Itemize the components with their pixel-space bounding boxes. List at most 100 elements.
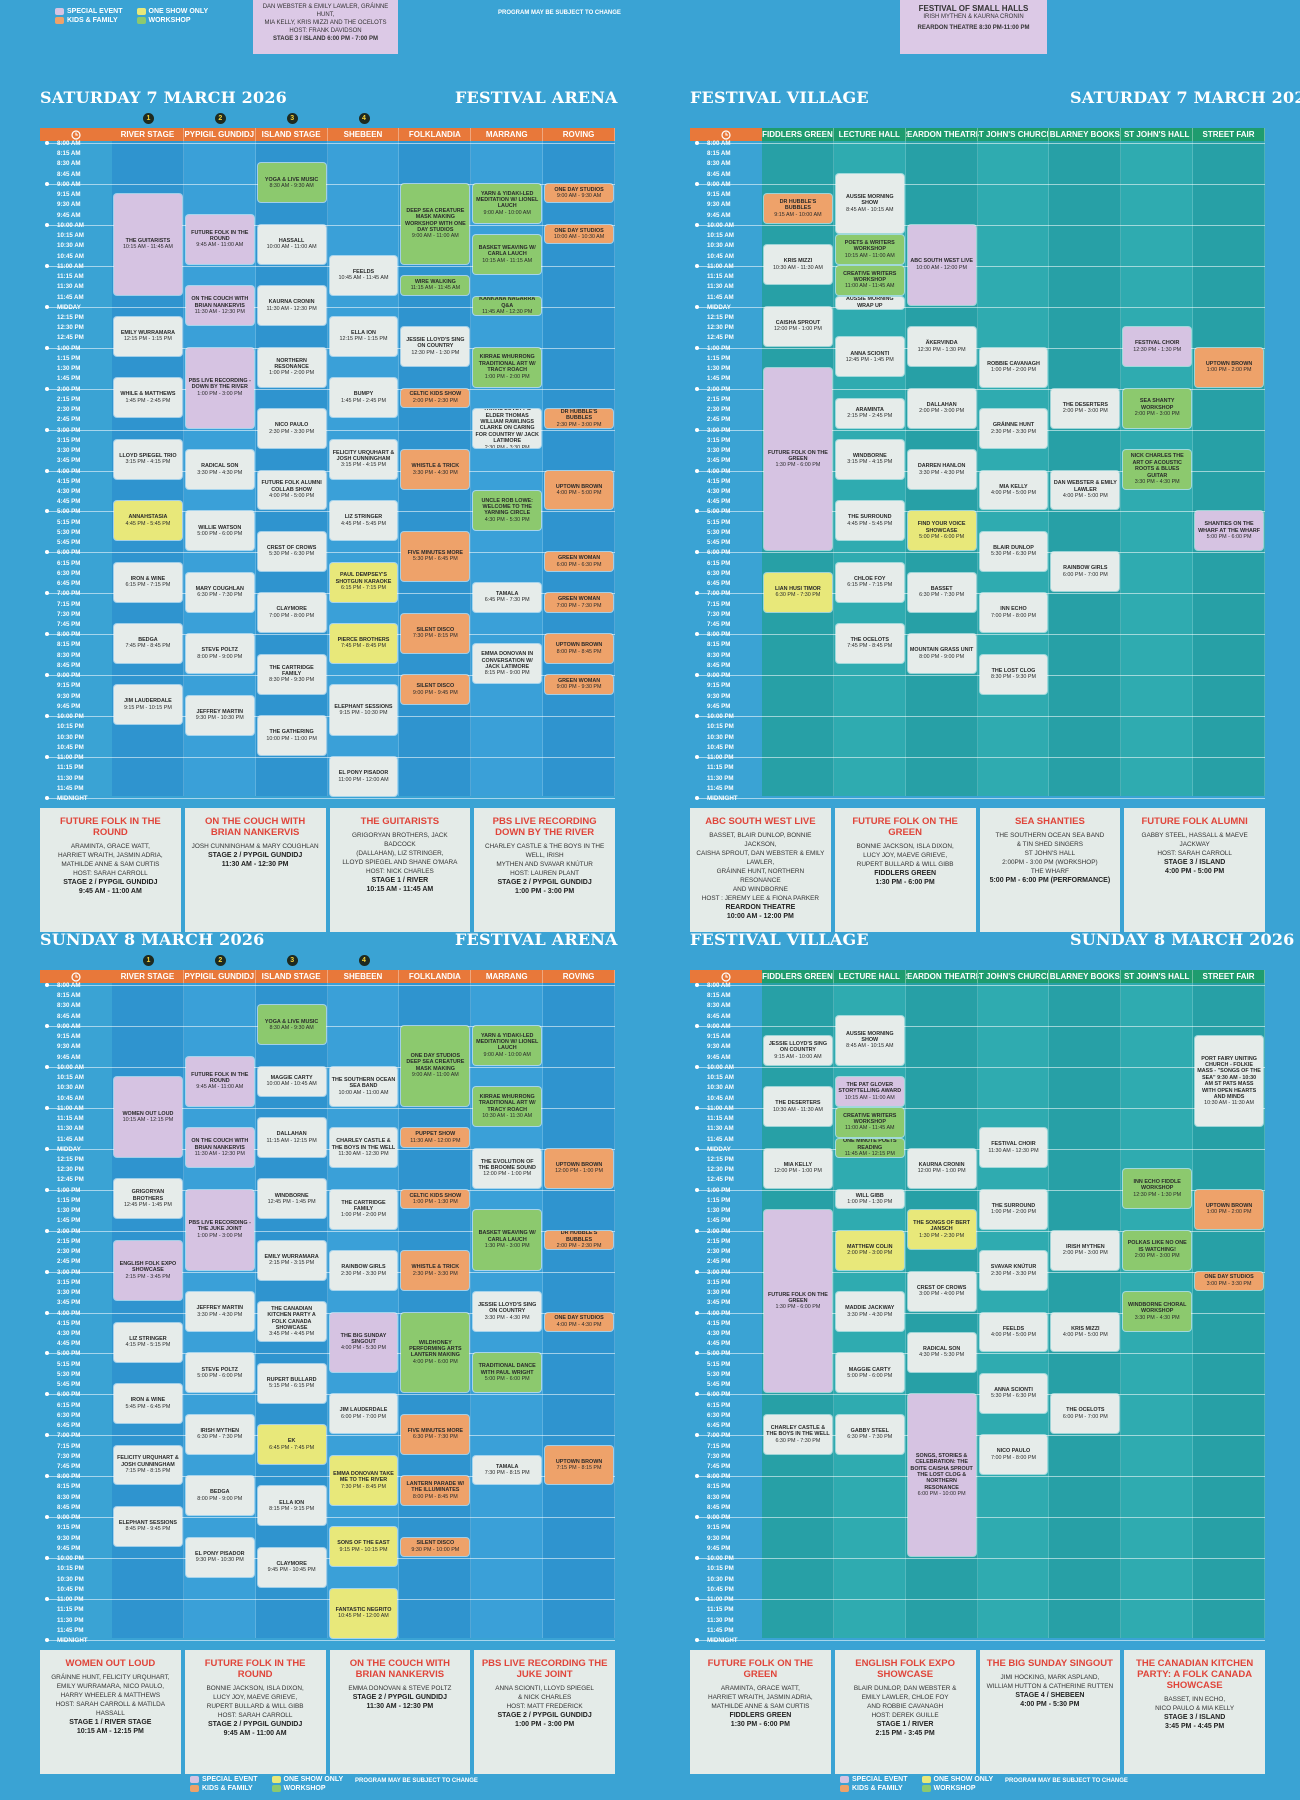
event-block[interactable]: NICO PAULO 2:30 PM - 3:30 PM xyxy=(257,409,326,449)
event-block[interactable]: UPTOWN BROWN 1:00 PM - 2:00 PM xyxy=(1195,347,1263,387)
event-block[interactable]: THE CARTRIDGE FAMILY 8:30 PM - 9:30 PM xyxy=(257,654,326,694)
event-block[interactable]: FUTURE FOLK IN THE ROUND 9:45 AM - 11:00 … xyxy=(185,1056,254,1106)
event-block[interactable]: DALLAHAN 11:15 AM - 12:15 PM xyxy=(257,1118,326,1157)
event-block[interactable]: SILENT DISCO 9:00 PM - 9:45 PM xyxy=(401,675,470,704)
event-block[interactable]: NICK CHARLES THE ART OF ACOUSTIC ROOTS &… xyxy=(1123,450,1192,489)
event-block[interactable]: THE BIG SUNDAY SINGOUT 4:00 PM - 5:30 PM xyxy=(329,1312,398,1372)
event-block[interactable]: THE DESERTERS 2:00 PM - 3:00 PM xyxy=(1051,388,1120,428)
event-block[interactable]: FELICITY URQUHART & JOSH CUNNINGHAM 3:15 … xyxy=(329,439,398,479)
event-block[interactable]: MOUNTAIN GRASS UNIT 8:00 PM - 9:00 PM xyxy=(907,634,976,674)
event-block[interactable]: ELLA ION 12:15 PM - 1:15 PM xyxy=(329,316,398,356)
event-block[interactable]: ON THE COUCH WITH BRIAN NANKERVIS 11:30 A… xyxy=(185,286,254,326)
event-block[interactable]: THE CARTRIDGE FAMILY 1:00 PM - 2:00 PM xyxy=(329,1189,398,1229)
event-block[interactable]: IRISH MYTHEN 6:30 PM - 7:30 PM xyxy=(185,1414,254,1454)
event-block[interactable]: UPTOWN BROWN 8:00 PM - 8:45 PM xyxy=(545,634,613,663)
event-block[interactable]: WILDHONEY PERFORMING ARTS LANTERN MAKING… xyxy=(401,1312,470,1393)
event-block[interactable]: GRÁINNE HUNT 2:30 PM - 3:30 PM xyxy=(979,409,1048,449)
event-block[interactable]: THE PAT GLOVER STORYTELLING AWARD 10:15 A… xyxy=(835,1077,904,1106)
event-block[interactable]: IRON & WINE 6:15 PM - 7:15 PM xyxy=(114,562,182,602)
event-block[interactable]: SILENT DISCO 9:30 PM - 10:00 PM xyxy=(401,1537,470,1557)
event-block[interactable]: FELICITY URQUHART & JOSH CUNNINGHAM 7:15 … xyxy=(114,1445,182,1485)
event-block[interactable]: GREEN WOMAN 6:00 PM - 6:30 PM xyxy=(545,552,613,571)
event-block[interactable]: BASKET WEAVING W/ CARLA LAUCH 1:30 PM - 3… xyxy=(473,1210,542,1270)
event-block[interactable]: AUSSIE MORNING WRAP UP xyxy=(835,296,904,309)
event-block[interactable]: POETS & WRITERS WORKSHOP 10:15 AM - 11:00… xyxy=(835,235,904,264)
event-block[interactable]: ELLA ION 8:15 PM - 9:15 PM xyxy=(257,1486,326,1526)
event-block[interactable]: PAUL DEMPSEY'S SHOTGUN KARAOKE 6:15 PM - … xyxy=(329,562,398,602)
event-block[interactable]: CREATIVE WRITERS WORKSHOP 11:00 AM - 11:4… xyxy=(835,265,904,295)
event-block[interactable]: YARN & YIDAKI-LED MEDITATION W/ LIONEL L… xyxy=(473,183,542,223)
event-block[interactable]: GRIGORYAN BROTHERS 12:45 PM - 1:45 PM xyxy=(114,1179,182,1219)
event-block[interactable]: AUSSIE MORNING SHOW 8:45 AM - 10:15 AM xyxy=(835,173,904,234)
event-block[interactable]: MIA KELLY 12:00 PM - 1:00 PM xyxy=(764,1148,832,1188)
event-block[interactable]: BASSET 6:30 PM - 7:30 PM xyxy=(907,572,976,612)
event-block[interactable]: DAN WEBSTER & EMILY LAWLER 4:00 PM - 5:00… xyxy=(1051,470,1120,510)
event-block[interactable]: JESSIE LLOYD'S SING ON COUNTRY 9:15 AM - … xyxy=(764,1036,832,1065)
event-block[interactable]: POLKAS LIKE NO ONE IS WATCHING! 2:00 PM -… xyxy=(1123,1230,1192,1270)
event-block[interactable]: JEFFREY MARTIN 3:30 PM - 4:30 PM xyxy=(185,1292,254,1331)
event-block[interactable]: THE SONGS OF BERT JANSCH 1:30 PM - 2:30 P… xyxy=(907,1210,976,1250)
event-block[interactable]: FEELDS 10:45 AM - 11:45 AM xyxy=(329,255,398,295)
event-block[interactable]: SILENT DISCO 7:30 PM - 8:15 PM xyxy=(401,613,470,653)
event-block[interactable]: WIRE WALKING 11:15 AM - 11:45 AM xyxy=(401,276,470,295)
event-block[interactable]: THE GUITARISTS 10:15 AM - 11:45 AM xyxy=(114,194,182,295)
event-block[interactable]: STEVE POLTZ 8:00 PM - 9:00 PM xyxy=(185,634,254,674)
event-block[interactable]: SHANTIES ON THE WHARF AT THE WHARF 5:00 P… xyxy=(1195,511,1263,551)
event-block[interactable]: ONE DAY STUDIOS DEEP SEA CREATURE MASK M… xyxy=(401,1025,470,1106)
event-block[interactable]: WHISTLE & TRICK 2:30 PM - 3:30 PM xyxy=(401,1251,470,1291)
event-block[interactable]: BEDGA 8:00 PM - 9:00 PM xyxy=(185,1476,254,1516)
event-block[interactable]: KANKANA NAGARRA Q&A 11:45 AM - 12:30 PM xyxy=(473,296,542,315)
event-block[interactable]: ANNA SCIONTI 12:45 PM - 1:45 PM xyxy=(835,337,904,377)
event-block[interactable]: FIVE MINUTES MORE 6:30 PM - 7:30 PM xyxy=(401,1414,470,1454)
event-block[interactable]: ELEPHANT SESSIONS 9:15 PM - 10:30 PM xyxy=(329,685,398,735)
event-block[interactable]: RADICAL SON 4:30 PM - 5:30 PM xyxy=(907,1332,976,1372)
event-block[interactable]: MATTHEW COLIN 2:00 PM - 3:00 PM xyxy=(835,1230,904,1270)
event-block[interactable]: LANTERN PARADE W/ THE ILLUMINATES 8:00 PM… xyxy=(401,1476,470,1505)
event-block[interactable]: GREEN WOMAN 9:00 PM - 9:30 PM xyxy=(545,675,613,694)
event-block[interactable]: MARY COUGHLAN 6:30 PM - 7:30 PM xyxy=(185,572,254,612)
event-block[interactable]: FESTIVAL CHOIR 11:30 AM - 12:30 PM xyxy=(979,1128,1048,1168)
event-block[interactable]: ROBBIE CAVANAGH 1:00 PM - 2:00 PM xyxy=(979,347,1048,387)
event-block[interactable]: YOGA & LIVE MUSIC 8:30 AM - 9:30 AM xyxy=(257,1005,326,1045)
event-block[interactable]: FEELDS 4:00 PM - 5:00 PM xyxy=(979,1312,1048,1352)
event-block[interactable]: DR HUBBLE'S BUBBLES 2:30 PM - 3:00 PM xyxy=(545,409,613,428)
event-block[interactable]: FUTURE FOLK ALUMNI COLLAB SHOW 4:00 PM - … xyxy=(257,470,326,510)
event-block[interactable]: YARN & YIDAKI-LED MEDITATION W/ LIONEL L… xyxy=(473,1025,542,1065)
event-block[interactable]: CELTIC KIDS SHOW 2:00 PM - 2:30 PM xyxy=(401,388,470,408)
event-block[interactable]: CHARLEY CASTLE & THE BOYS IN THE WELL 11:… xyxy=(329,1128,398,1168)
event-block[interactable]: KRIS MIZZI 10:30 AM - 11:30 AM xyxy=(764,245,832,285)
event-block[interactable]: ONE DAY STUDIOS 4:00 PM - 4:30 PM xyxy=(545,1312,613,1331)
event-block[interactable]: BLAIR DUNLOP 5:30 PM - 6:30 PM xyxy=(979,531,1048,571)
event-block[interactable]: UPTOWN BROWN 4:00 PM - 5:00 PM xyxy=(545,470,613,510)
event-block[interactable]: JEFFREY MARTIN 9:30 PM - 10:30 PM xyxy=(185,695,254,735)
event-block[interactable]: ANNA SCIONTI 5:30 PM - 6:30 PM xyxy=(979,1373,1048,1413)
event-block[interactable]: FIVE MINUTES MORE 5:30 PM - 6:45 PM xyxy=(401,531,470,582)
event-block[interactable]: ÄKERVINDA 12:30 PM - 1:30 PM xyxy=(907,327,976,367)
event-block[interactable]: NICO PAULO 7:00 PM - 8:00 PM xyxy=(979,1435,1048,1475)
event-block[interactable]: TAMALA 7:30 PM - 8:15 PM xyxy=(473,1455,542,1485)
event-block[interactable]: KRIS MIZZI 4:00 PM - 5:00 PM xyxy=(1051,1312,1120,1352)
event-block[interactable]: JESSIE LLOYD'S SING ON COUNTRY 3:30 PM - … xyxy=(473,1292,542,1331)
event-block[interactable]: CLAYMORE 9:45 PM - 10:45 PM xyxy=(257,1547,326,1587)
event-block[interactable]: FUTURE FOLK ON THE GREEN 1:30 PM - 6:00 P… xyxy=(764,1210,832,1393)
event-block[interactable]: FIND YOUR VOICE SHOWCASE 5:00 PM - 6:00 P… xyxy=(907,511,976,551)
event-block[interactable]: HASSALL 10:00 AM - 11:00 AM xyxy=(257,224,326,264)
event-block[interactable]: FANTASTIC NEGRITO 10:45 PM - 12:00 AM xyxy=(329,1588,398,1638)
event-block[interactable]: RAINBOW GIRLS 6:00 PM - 7:00 PM xyxy=(1051,552,1120,592)
event-block[interactable]: TRADITIONAL DANCE WITH PAUL WRIGHT 5:00 P… xyxy=(473,1353,542,1393)
event-block[interactable]: THE OCELOTS 7:45 PM - 8:45 PM xyxy=(835,624,904,663)
event-block[interactable]: KIRRAE WHURRONG TRADITIONAL ART W/ TRACY… xyxy=(473,347,542,387)
event-block[interactable]: INN ECHO FIDDLE WORKSHOP 12:30 PM - 1:30 … xyxy=(1123,1169,1192,1209)
event-block[interactable]: KAURNA CRONIN 11:30 AM - 12:30 PM xyxy=(257,286,326,326)
event-block[interactable]: EL PONY PISADOR 11:00 PM - 12:00 AM xyxy=(329,757,398,796)
event-block[interactable]: UPTOWN BROWN 7:15 PM - 8:15 PM xyxy=(545,1445,613,1485)
event-block[interactable]: LIAN HUSI TIMOR 6:30 PM - 7:30 PM xyxy=(764,572,832,612)
event-block[interactable]: BEDGA 7:45 PM - 8:45 PM xyxy=(114,624,182,663)
event-block[interactable]: EL PONY PISADOR 9:30 PM - 10:30 PM xyxy=(185,1537,254,1577)
event-block[interactable]: RUPERT BULLARD 5:15 PM - 6:15 PM xyxy=(257,1363,326,1403)
event-block[interactable]: CAISHA SPROUT 12:00 PM - 1:00 PM xyxy=(764,306,832,346)
event-block[interactable]: TRAVIS LOVETT & ELDER THOMAS WILLIAM RAW… xyxy=(473,409,542,449)
event-block[interactable]: ELEPHANT SESSIONS 8:45 PM - 9:45 PM xyxy=(114,1506,182,1546)
event-block[interactable]: CHARLEY CASTLE & THE BOYS IN THE WELL 6:3… xyxy=(764,1414,832,1454)
event-block[interactable]: KAURNA CRONIN 12:00 PM - 1:00 PM xyxy=(907,1148,976,1188)
